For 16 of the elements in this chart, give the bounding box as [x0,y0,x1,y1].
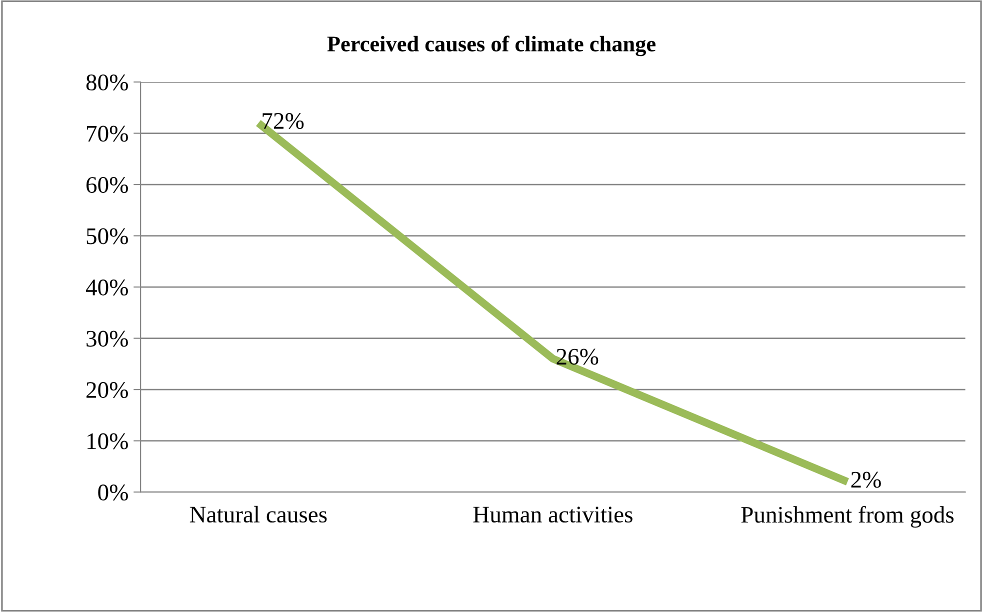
x-tick-label: Natural causes [190,506,327,523]
y-tick-label: 20% [86,382,128,398]
chart-title: Perceived causes of climate change [327,36,656,56]
y-tick-label: 60% [86,177,128,194]
y-tick-label: 0% [98,484,128,501]
y-tick-label: 80% [86,74,128,91]
y-tick-label: 40% [86,280,128,296]
data-label: 72% [262,112,304,129]
y-tick-label: 70% [87,126,128,142]
y-tick-label: 50% [86,228,128,244]
y-tick-label: 30% [86,330,128,347]
x-tick-label: Punishment from gods [741,506,954,528]
data-label: 2% [851,472,881,488]
x-tick-label: Human activities [473,506,632,523]
y-tick-label: 10% [88,433,128,450]
data-label: 26% [556,348,598,365]
